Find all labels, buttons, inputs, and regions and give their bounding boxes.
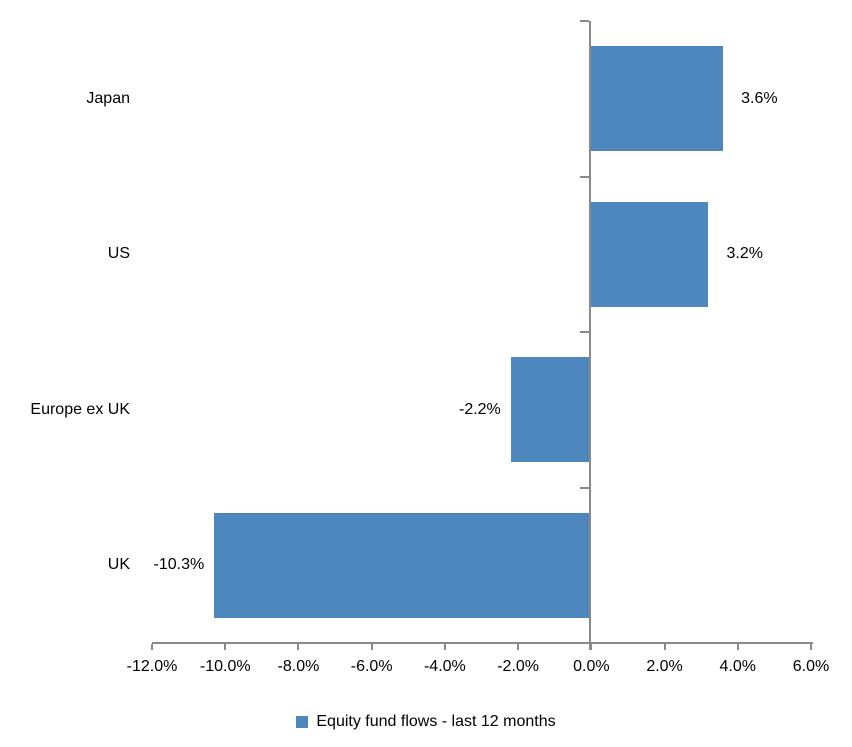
category-label-uk: UK <box>107 556 130 574</box>
x-tick-label: -6.0% <box>350 658 393 675</box>
zero-axis-line <box>589 21 591 650</box>
x-tick-label: -12.0% <box>126 658 178 675</box>
x-tick-label: -8.0% <box>277 658 320 675</box>
x-axis-tick <box>443 644 446 650</box>
x-axis-tick <box>663 644 666 650</box>
data-label-europe-ex-uk: -2.2% <box>458 400 501 418</box>
legend-label: Equity fund flows - last 12 months <box>316 713 556 730</box>
chart-legend: Equity fund flows - last 12 months <box>0 710 852 734</box>
legend-swatch-icon <box>296 716 309 728</box>
category-tick <box>580 486 589 489</box>
bar-us <box>591 201 709 307</box>
category-label-europe-ex-uk: Europe ex UK <box>30 400 130 418</box>
category-label-japan: Japan <box>86 89 130 107</box>
category-tick <box>580 175 589 178</box>
x-axis-tick <box>224 644 227 650</box>
x-tick-label: 2.0% <box>646 658 683 675</box>
x-tick-label: -4.0% <box>423 658 466 675</box>
x-tick-label: 6.0% <box>792 658 830 675</box>
x-tick-label: -10.0% <box>199 658 251 675</box>
category-tick <box>580 642 589 644</box>
x-tick-label: 4.0% <box>719 658 756 675</box>
x-axis-tick <box>590 644 593 650</box>
x-axis-tick <box>517 644 520 650</box>
category-tick <box>580 20 589 22</box>
bar-uk <box>214 512 589 618</box>
x-axis-tick <box>736 644 739 650</box>
bar-europe-ex-uk <box>510 357 589 463</box>
x-axis-tick <box>297 644 300 650</box>
category-label-us: US <box>107 245 130 263</box>
data-label-japan: 3.6% <box>741 89 778 107</box>
x-axis-tick <box>151 644 153 650</box>
x-tick-label: 0.0% <box>573 658 610 675</box>
x-axis-tick <box>370 644 373 650</box>
data-label-uk: -10.3% <box>153 556 205 574</box>
bar-japan <box>591 46 724 152</box>
x-axis-line <box>152 642 813 644</box>
x-tick-label: -2.0% <box>497 658 540 675</box>
category-tick <box>580 331 589 333</box>
data-label-us: 3.2% <box>726 245 763 263</box>
x-axis-tick <box>810 644 812 650</box>
